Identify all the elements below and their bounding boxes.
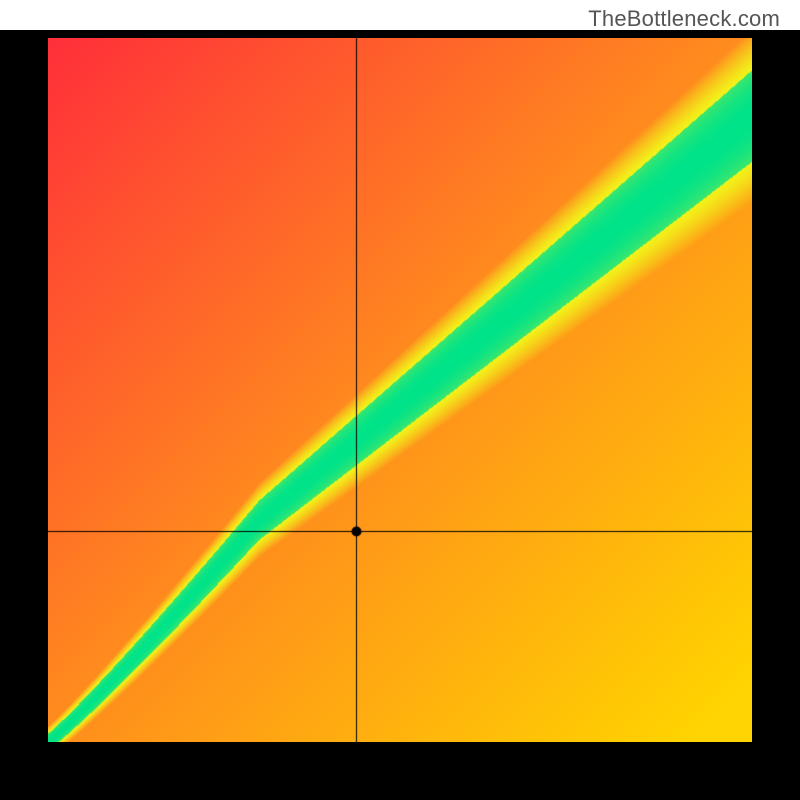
crosshair-overlay [48,38,752,742]
chart-black-frame [0,30,800,800]
bottleneck-chart-container: TheBottleneck.com [0,0,800,800]
plot-area [48,38,752,742]
watermark-text: TheBottleneck.com [588,6,780,32]
